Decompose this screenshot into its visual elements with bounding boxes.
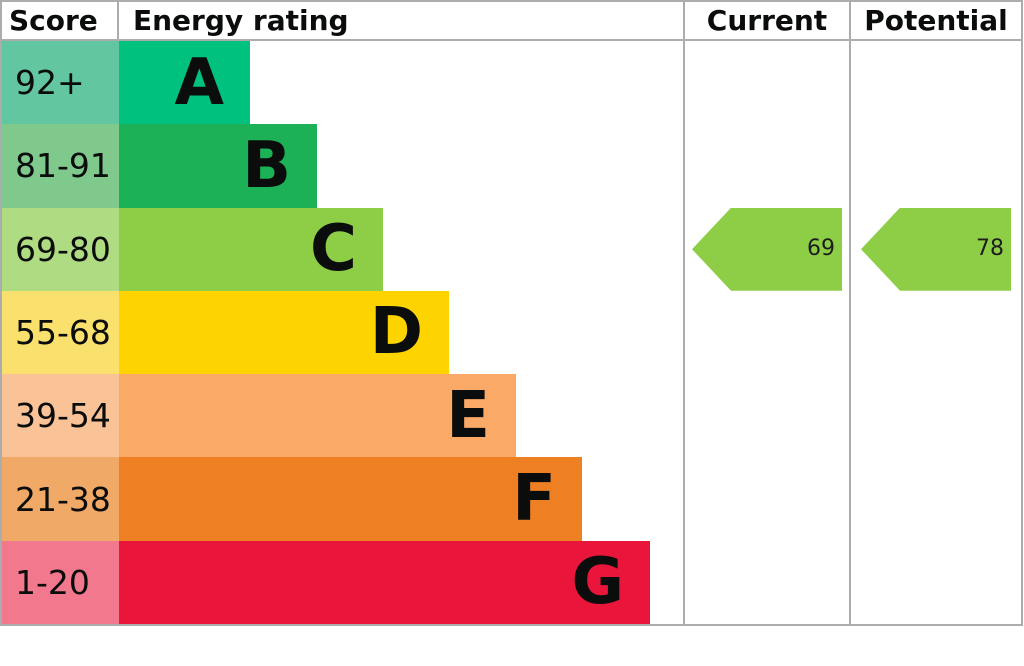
band-bar: E <box>119 374 516 458</box>
band-bar: F <box>119 457 582 541</box>
score-range-cell: 81-91 <box>2 124 119 208</box>
potential-column-header: Potential <box>864 3 1008 37</box>
current-column-header: Current <box>706 3 828 37</box>
score-range-cell: 69-80 <box>2 207 119 291</box>
band-bar: D <box>119 290 449 375</box>
score-range-cell: 92+ <box>2 41 119 125</box>
band-row-d: 55-68 D <box>2 290 683 375</box>
band-row-e: 39-54 E <box>2 374 683 458</box>
band-row-a: 92+ A <box>2 41 683 125</box>
current-rating-value: 69 <box>807 236 835 262</box>
current-column-divider <box>683 2 685 624</box>
band-bar: A <box>119 41 250 125</box>
current-arrow-slot: 69 <box>685 207 849 291</box>
band-bar: G <box>119 540 650 624</box>
band-row-f: 21-38 F <box>2 457 683 541</box>
energy-rating-column-header: Energy rating <box>133 3 349 37</box>
band-rows: 92+ A 81-91 B 69-80 C 55-68 D 39-54 E 21… <box>2 41 683 624</box>
header-divider-line <box>2 39 1021 41</box>
band-row-b: 81-91 B <box>2 124 683 208</box>
band-row-g: 1-20 G <box>2 540 683 624</box>
band-row-c: 69-80 C <box>2 207 683 291</box>
potential-arrow-slot: 78 <box>851 207 1021 291</box>
potential-rating-value: 78 <box>976 236 1004 262</box>
score-range-cell: 21-38 <box>2 457 119 541</box>
band-bar: C <box>119 207 383 291</box>
potential-rating-arrow: 78 <box>861 207 1011 291</box>
potential-column-divider <box>849 2 851 624</box>
score-range-cell: 1-20 <box>2 540 119 624</box>
score-column-divider <box>117 2 119 39</box>
score-range-cell: 39-54 <box>2 374 119 458</box>
band-bar: B <box>119 124 317 208</box>
score-range-cell: 55-68 <box>2 290 119 375</box>
score-column-header: Score <box>9 3 98 37</box>
epc-rating-chart: Score Energy rating Current Potential 92… <box>0 0 1023 626</box>
current-rating-arrow: 69 <box>692 207 842 291</box>
